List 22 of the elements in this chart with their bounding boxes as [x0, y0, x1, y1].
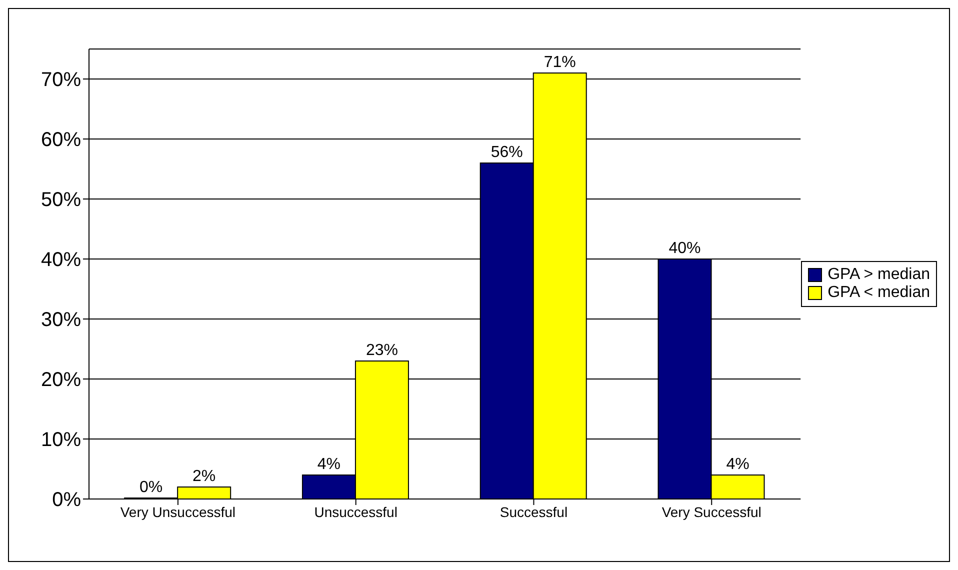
data-label: 2%: [192, 468, 216, 485]
data-label: 4%: [317, 456, 341, 473]
y-tick-label: 20%: [40, 369, 82, 392]
y-tick-label: 40%: [40, 249, 82, 272]
data-label: 71%: [544, 54, 576, 71]
data-label: 40%: [668, 240, 701, 257]
data-label: 23%: [366, 342, 398, 359]
x-tick-label: Unsuccessful: [314, 504, 398, 520]
x-tick-label: Very Unsuccessful: [120, 504, 236, 520]
y-tick-label: 60%: [40, 129, 82, 152]
y-tick-label: 70%: [40, 69, 82, 92]
data-label: 4%: [726, 456, 750, 473]
x-tick-label: Successful: [500, 504, 568, 520]
data-label: 56%: [490, 144, 523, 161]
y-tick-label: 10%: [40, 429, 82, 452]
data-label: 0%: [140, 479, 163, 496]
legend-label: GPA < median: [828, 284, 930, 302]
y-tick-label: 0%: [52, 489, 82, 512]
x-tick-label: Very Successful: [662, 504, 762, 520]
y-tick-label: 50%: [40, 189, 82, 212]
y-tick-label: 30%: [40, 309, 82, 332]
legend-label: GPA > median: [828, 266, 930, 284]
